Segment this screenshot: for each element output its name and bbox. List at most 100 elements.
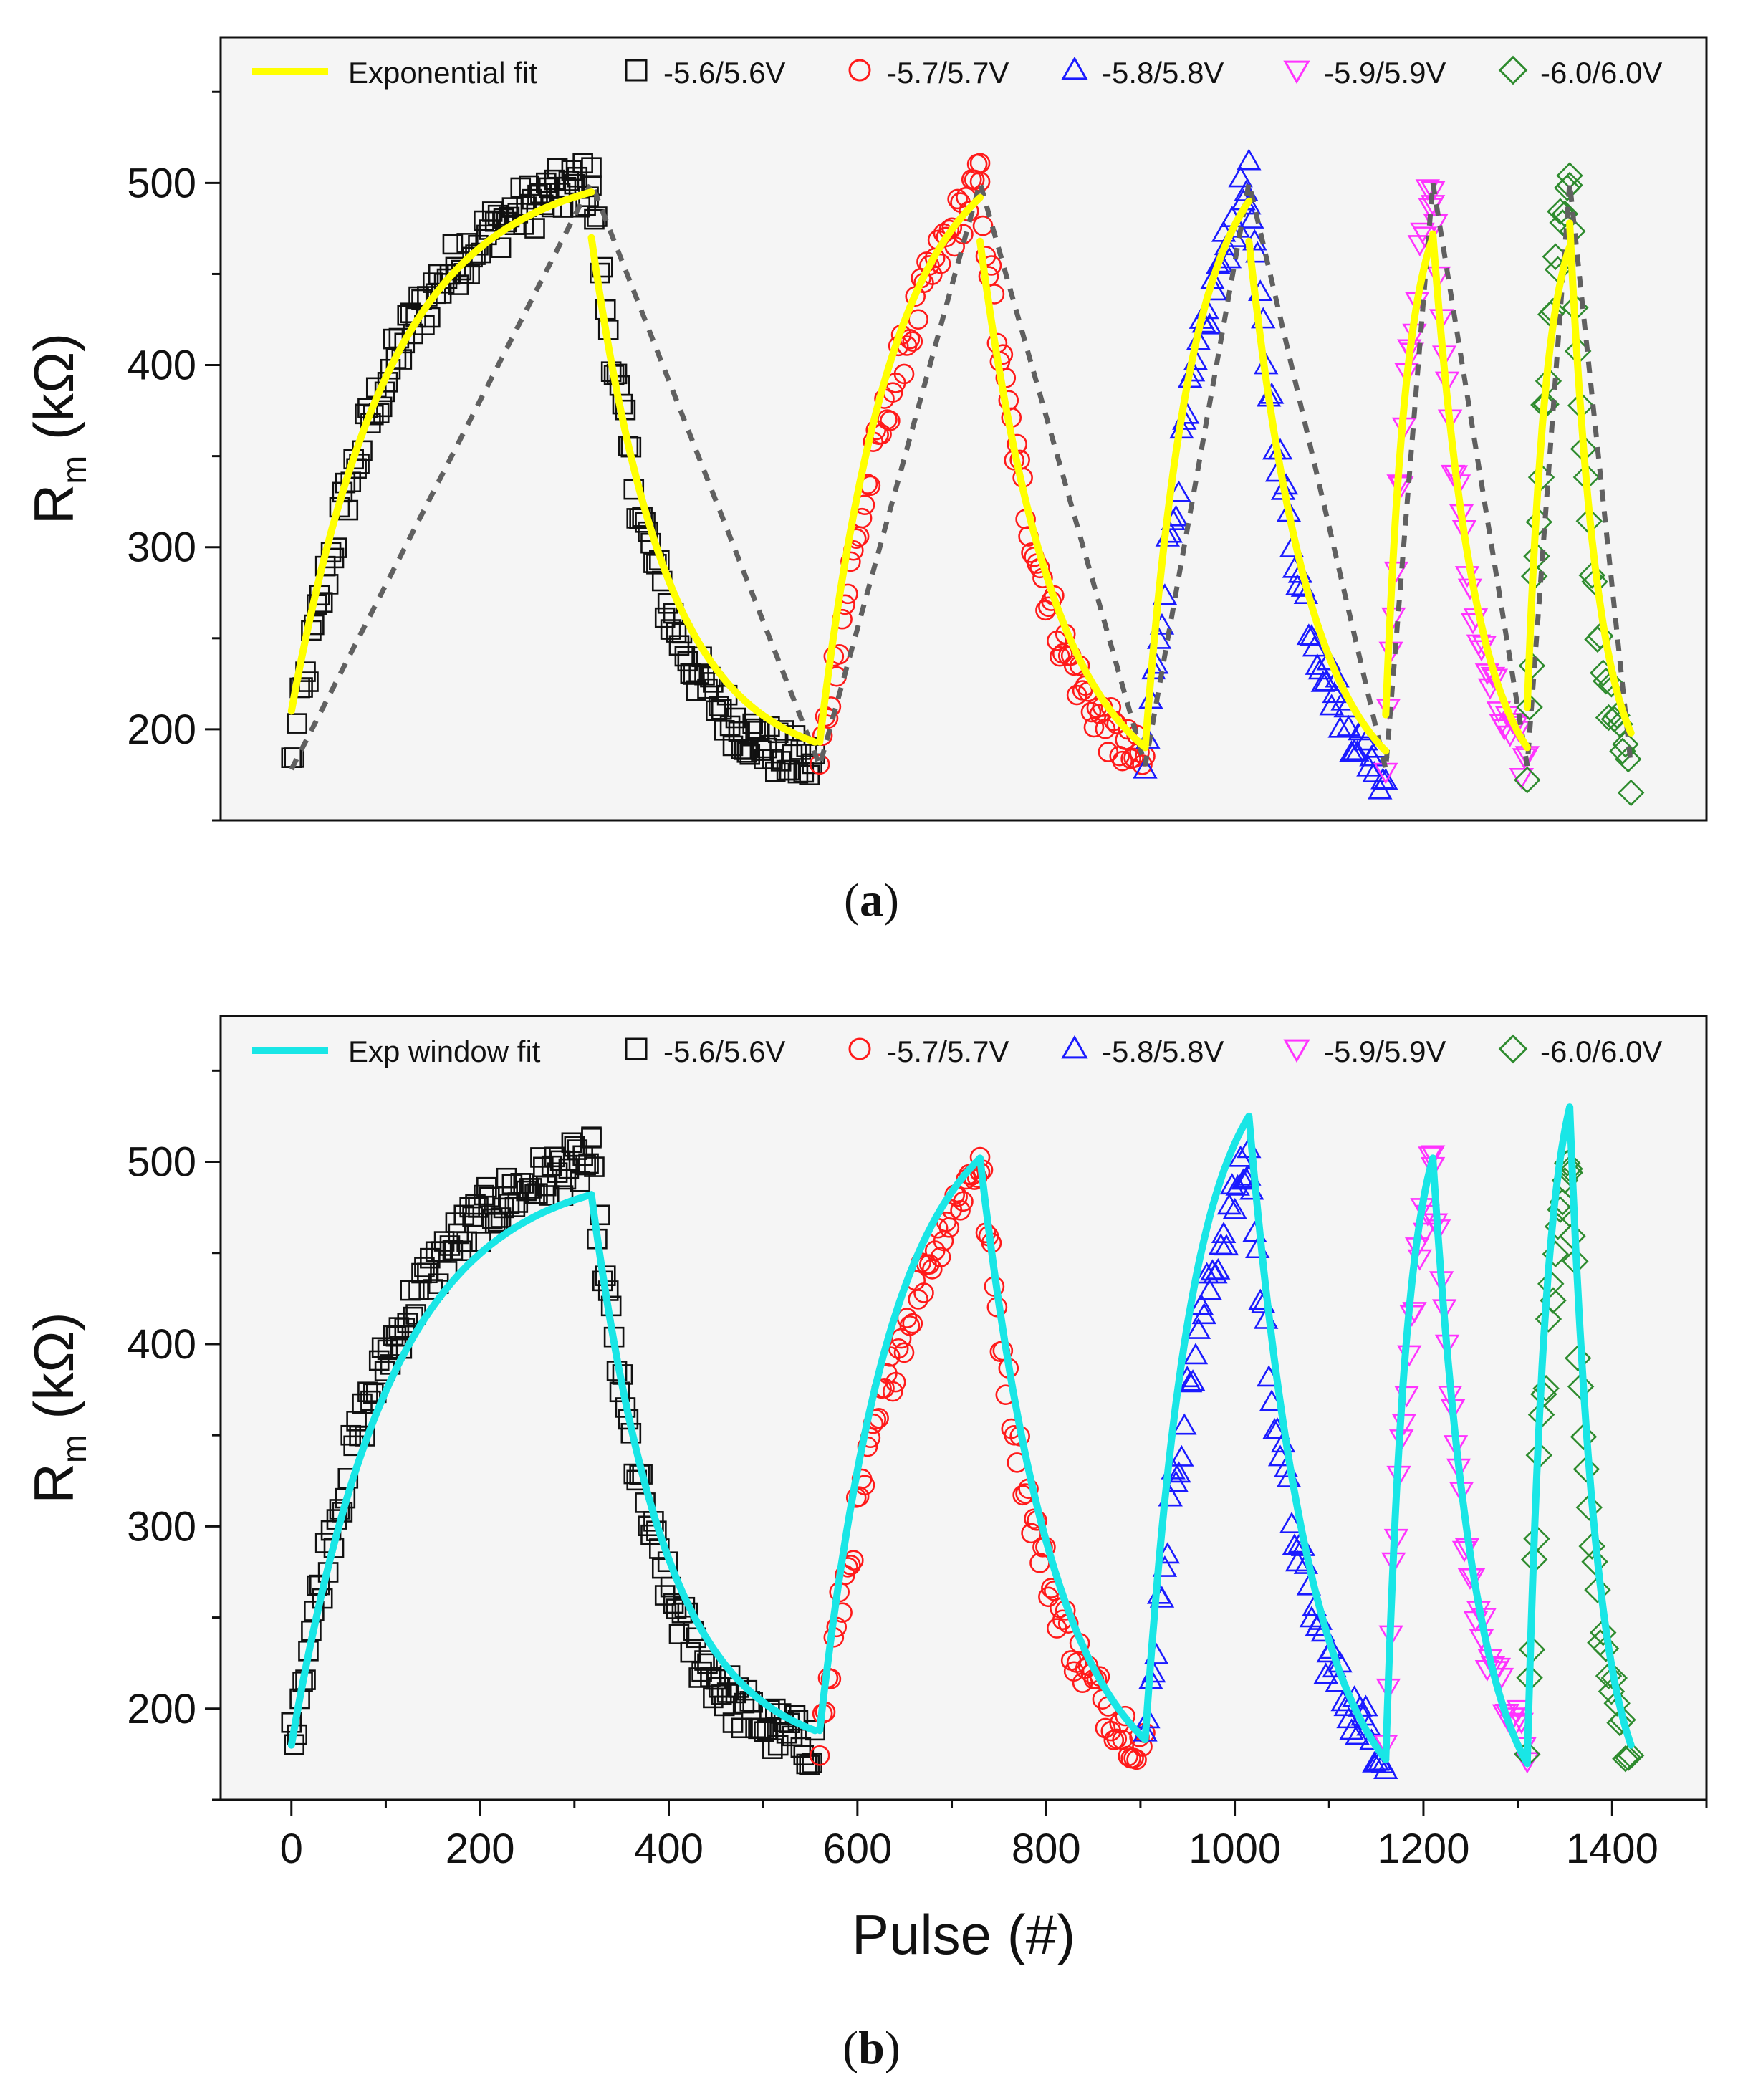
data-point (522, 1178, 542, 1199)
data-point (1177, 1371, 1203, 1393)
data-point (578, 1153, 599, 1174)
fit-curve (1523, 243, 1574, 711)
data-point (1581, 1548, 1608, 1576)
data-point (745, 718, 766, 739)
data-point (448, 274, 469, 295)
data-point (817, 708, 839, 729)
data-point (902, 1313, 923, 1334)
legend-marker (848, 1037, 871, 1060)
data-point (584, 1156, 605, 1177)
y-axis-label: Rm (kΩ) (22, 1312, 94, 1503)
data-point (1133, 757, 1158, 779)
x-tick-label: 1400 (1566, 1826, 1658, 1872)
data-point (1612, 1745, 1639, 1773)
data-point (880, 411, 901, 431)
data-point (487, 1211, 509, 1232)
data-point (1570, 1423, 1598, 1451)
data-point (680, 1641, 701, 1663)
data-point (1572, 1455, 1600, 1483)
data-point (1169, 1444, 1194, 1467)
data-point (694, 1650, 715, 1671)
data-point (790, 739, 812, 760)
data-point (742, 713, 763, 734)
data-point (496, 1167, 517, 1189)
data-point (1584, 1576, 1611, 1603)
fit-curve (1566, 219, 1635, 737)
legend-marker (1061, 56, 1088, 80)
data-point (908, 1289, 928, 1310)
legend-marker (1061, 1035, 1088, 1059)
data-point (1617, 1742, 1645, 1769)
data-point (1420, 1145, 1446, 1167)
legend-fit-label: Exp window fit (348, 1035, 541, 1068)
data-point (764, 761, 786, 782)
data-point (479, 1186, 500, 1208)
data-point (1592, 1635, 1620, 1662)
data-point (555, 1169, 577, 1190)
data-point (947, 188, 968, 210)
data-point (739, 744, 761, 765)
fit-curve (976, 1154, 1149, 1743)
data-point (840, 551, 861, 572)
data-point (1345, 739, 1370, 762)
data-point (1115, 1705, 1135, 1727)
y-axis-label-sub: m (56, 456, 94, 484)
data-point (1313, 1662, 1338, 1684)
y-tick-label: 400 (127, 342, 196, 389)
legend-series-label: -5.9/5.9V (1324, 56, 1446, 90)
panel-label-letter: a (860, 874, 883, 926)
x-tick-label: 1200 (1377, 1826, 1469, 1872)
panel-label-open: ( (842, 2022, 858, 2074)
y-tick-label: 500 (127, 160, 196, 206)
data-point (1237, 148, 1262, 171)
data-point (1200, 1259, 1225, 1281)
fit-curve (1566, 1103, 1635, 1749)
data-point (490, 237, 512, 259)
data-point (1506, 1699, 1532, 1722)
fit-curve (976, 237, 1149, 752)
data-point (1299, 624, 1325, 646)
data-point (1578, 562, 1605, 589)
data-point (1595, 704, 1623, 732)
data-point (888, 1338, 909, 1359)
data-point (581, 157, 602, 178)
data-point (1353, 729, 1378, 751)
data-point (731, 1717, 752, 1739)
fit-curve (1245, 237, 1390, 755)
data-point (899, 1315, 921, 1336)
data-point (1228, 166, 1253, 188)
data-point (885, 1371, 906, 1393)
data-point (1587, 622, 1614, 650)
y-axis-label-unit: (kΩ) (22, 1312, 85, 1434)
panel-label: (b) (842, 2022, 901, 2074)
data-point (1609, 1706, 1636, 1734)
data-point (1590, 1619, 1617, 1646)
data-point (919, 1254, 940, 1275)
data-point (1612, 731, 1639, 758)
data-point (1373, 768, 1398, 790)
data-point (1172, 1413, 1197, 1435)
data-point (1581, 568, 1608, 595)
y-tick-label: 300 (127, 524, 196, 571)
legend-marker (1498, 55, 1528, 85)
y-tick-label: 500 (127, 1139, 196, 1186)
data-point (501, 197, 523, 218)
panel-label-close: ) (885, 2022, 901, 2074)
data-point (1126, 1749, 1147, 1770)
data-point (725, 707, 746, 729)
plot-frame (219, 36, 1708, 822)
data-point (736, 1679, 758, 1701)
data-point (474, 1184, 494, 1206)
data-point (1575, 1494, 1603, 1521)
data-point (1322, 681, 1347, 704)
data-point (1206, 1257, 1231, 1280)
legend-marker (625, 1037, 648, 1060)
fit-curve (1141, 1112, 1253, 1743)
data-point (1339, 1718, 1364, 1740)
plot-frame (219, 1015, 1708, 1801)
data-point (913, 1282, 934, 1303)
legend-series-label: -6.0/6.0V (1540, 56, 1662, 90)
x-tick-label: 200 (446, 1826, 515, 1872)
data-point (809, 754, 830, 775)
data-point (1516, 694, 1543, 721)
